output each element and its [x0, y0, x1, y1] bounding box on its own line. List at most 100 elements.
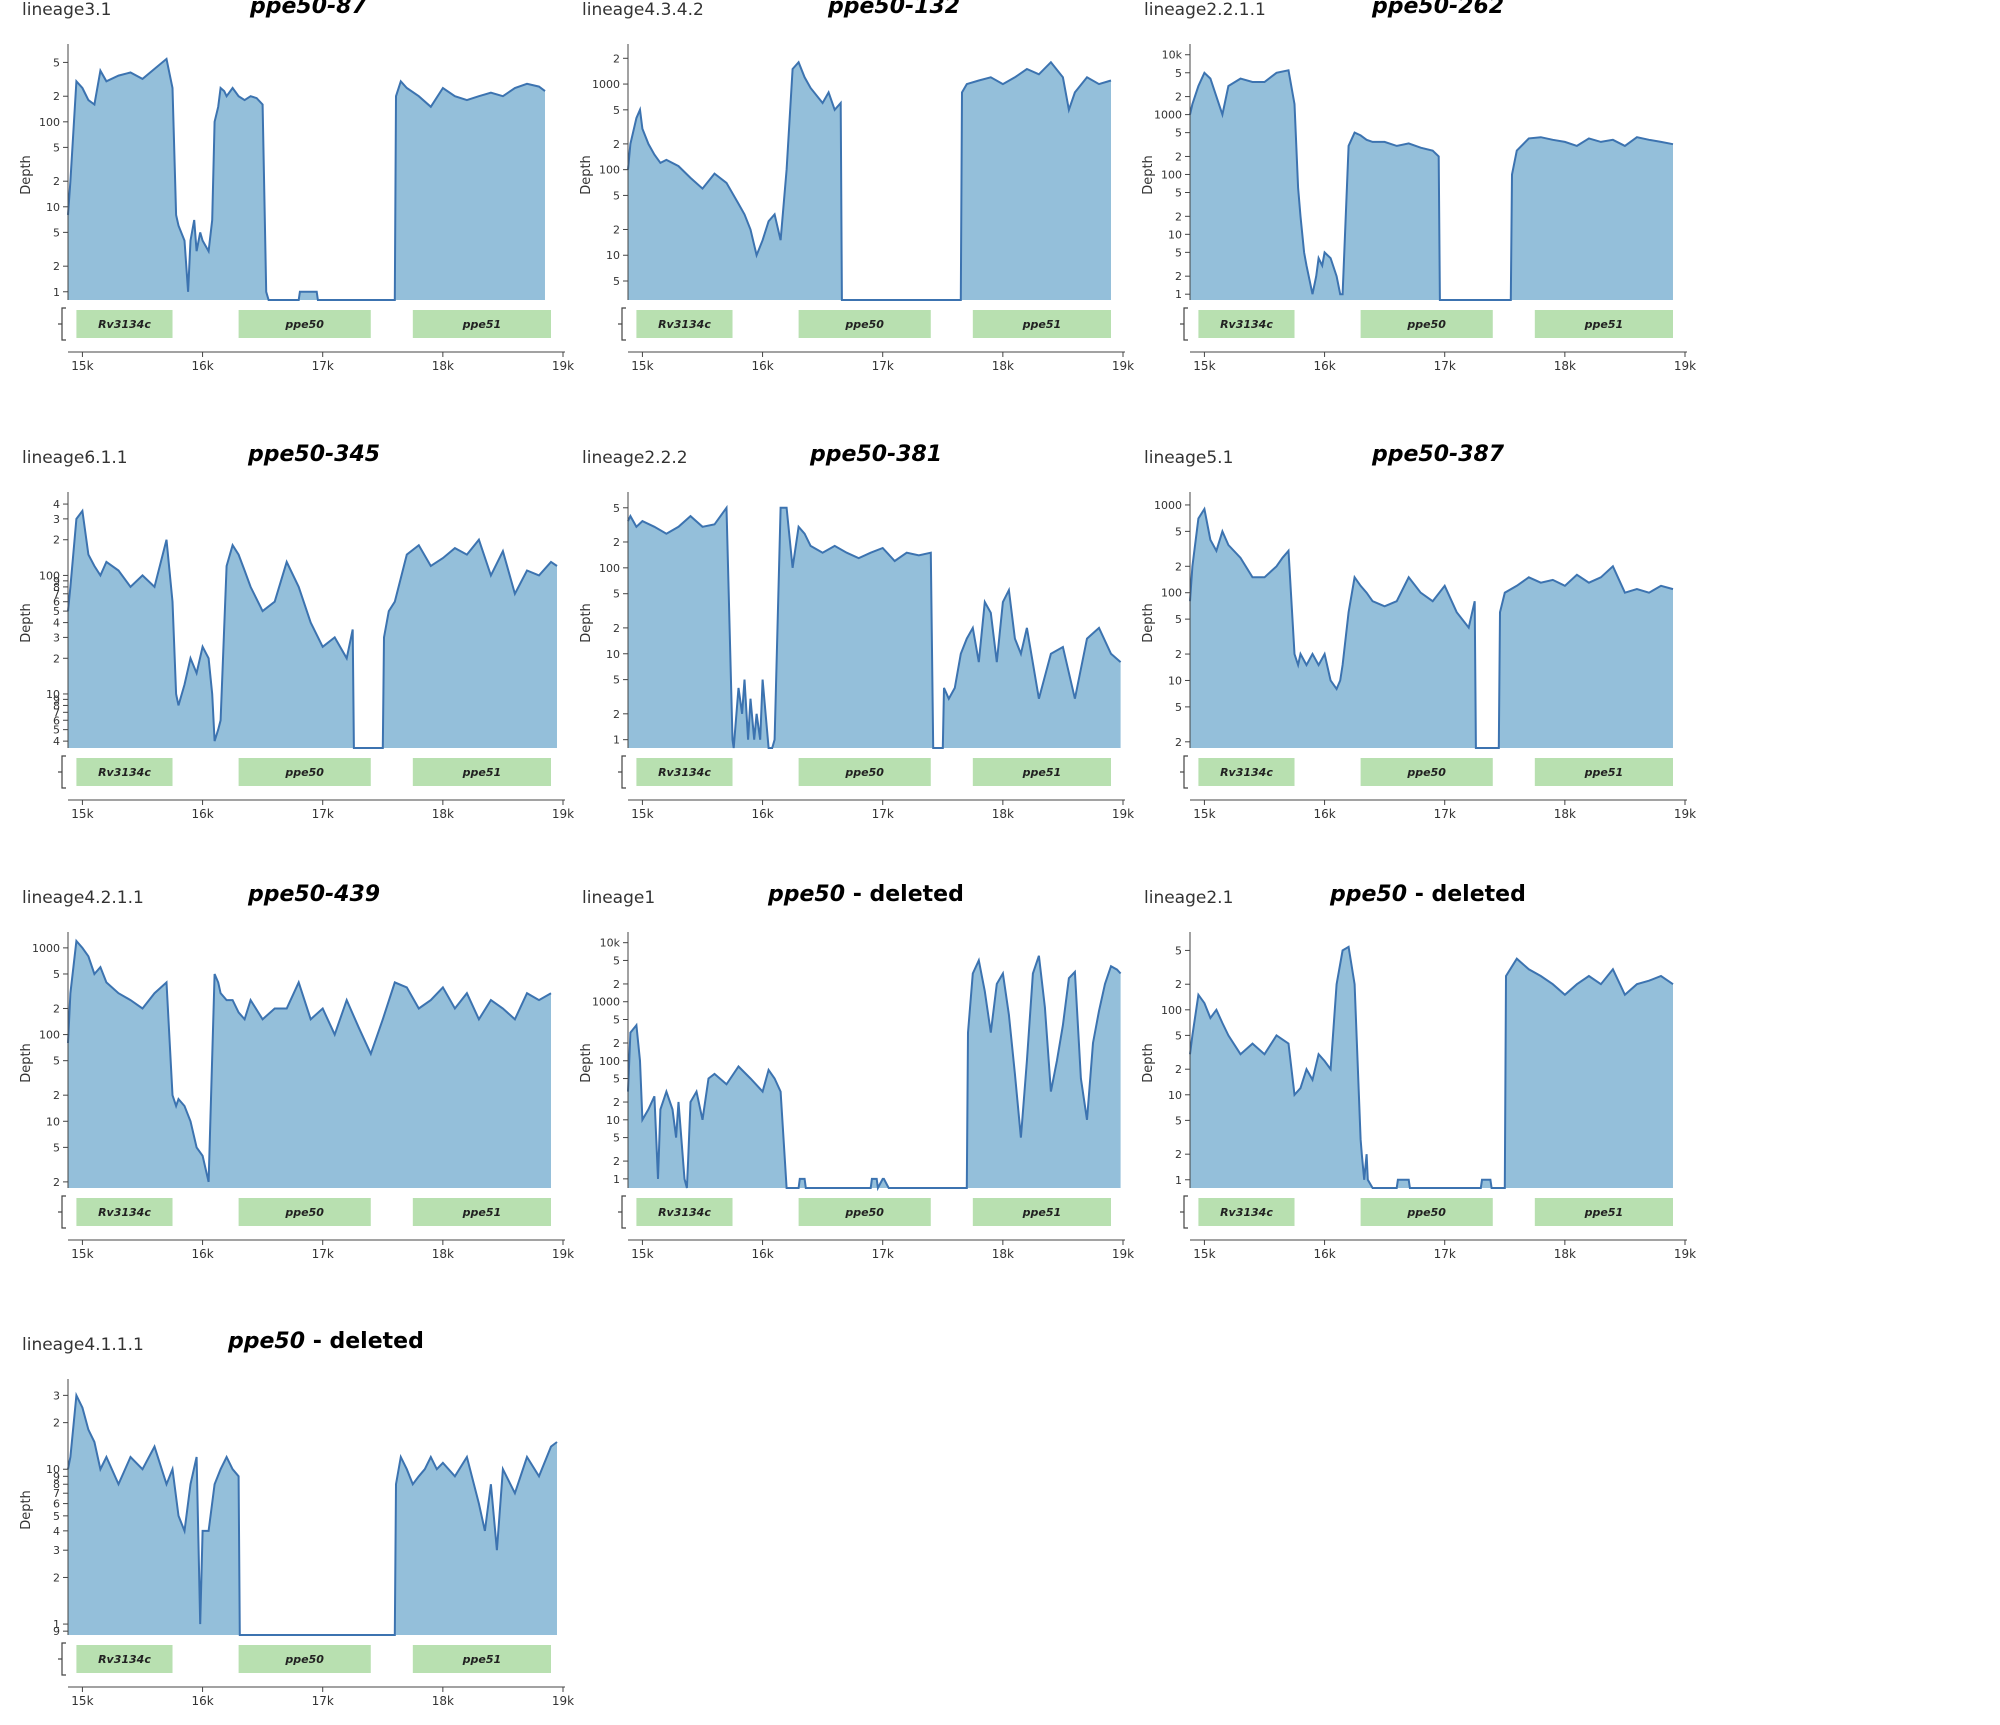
x-tick-label: 19k [1112, 359, 1134, 373]
x-tick-label: 19k [1674, 359, 1696, 373]
y-tick-label: 4 [53, 617, 60, 630]
y-tick-label: 3 [53, 1544, 60, 1557]
y-tick-label: 2 [613, 223, 620, 236]
panel-title-gene: ppe50-132 [828, 0, 961, 19]
y-tick-label: 7 [53, 1487, 60, 1500]
y-axis-label: Depth [19, 1490, 34, 1530]
panel-title: ppe50-87 [250, 0, 367, 19]
gene-label: Rv3134c [98, 1206, 151, 1219]
y-tick-label: 5 [1175, 186, 1182, 199]
gene-label: Rv3134c [98, 318, 151, 331]
y-tick-label: 5 [53, 605, 60, 618]
gene-box-ppe51 [1534, 758, 1673, 786]
panel-title-gene: ppe50 [768, 882, 846, 907]
depth-panel: lineage5.1 ppe50-387 2 5 10 2 5 100 2 5 1000 Depth R… [1140, 442, 1760, 838]
y-tick-label: 100 [1161, 168, 1182, 181]
depth-area [68, 510, 557, 748]
y-tick-label: 5 [1175, 944, 1182, 957]
lineage-label: lineage2.2.1.1 [1144, 0, 1266, 20]
x-tick-label: 18k [432, 807, 454, 821]
depth-line [627, 504, 1122, 749]
y-tick-label: 10 [606, 249, 620, 262]
y-tick-label: 1 [613, 734, 620, 747]
y-tick-label: 2 [53, 1571, 60, 1584]
y-axis-label: Depth [579, 1043, 594, 1083]
depth-line [1189, 945, 1674, 1189]
y-tick-label: 10 [606, 648, 620, 661]
gene-box-ppe51 [412, 310, 551, 338]
gene-track-bracket [621, 755, 626, 789]
y-tick-label: 2 [1175, 150, 1182, 163]
x-tick-label: 16k [751, 359, 773, 373]
x-tick-label: 17k [312, 1694, 334, 1708]
panel-title: ppe50-381 [810, 442, 942, 467]
gene-label: ppe51 [1022, 318, 1062, 331]
depth-area [68, 1395, 557, 1635]
gene-track-bracket [621, 1195, 626, 1229]
y-axis-label: Depth [579, 155, 594, 195]
lineage-label: lineage6.1.1 [22, 448, 128, 468]
depth-chart: 1 2 5 10 2 5 100 2 5 Depth Rv3134c ppe50 ppe51 15k 16k… [19, 44, 574, 373]
gene-track-bracket [61, 755, 66, 789]
y-tick-label: 3 [53, 1389, 60, 1402]
panel-title-gene: ppe50-345 [248, 442, 381, 467]
y-tick-label: 5 [613, 674, 620, 687]
lineage-label: lineage4.1.1.1 [22, 1335, 144, 1355]
y-axis-label: Depth [579, 603, 594, 643]
y-tick-label: 10 [46, 688, 60, 701]
y-tick-label: 2 [613, 622, 620, 635]
y-tick-label: 10k [1162, 49, 1183, 62]
gene-box-ppe50 [1360, 310, 1493, 338]
x-tick-label: 15k [71, 1694, 93, 1708]
panel-title: ppe50-132 [828, 0, 960, 19]
y-tick-label: 9 [53, 1470, 60, 1483]
depth-area [68, 941, 551, 1188]
gene-box-ppe51 [972, 758, 1111, 786]
y-tick-label: 2 [613, 1155, 620, 1168]
x-tick-label: 18k [992, 807, 1014, 821]
y-tick-label: 4 [53, 1525, 60, 1538]
y-tick-label: 10 [46, 1463, 60, 1476]
x-tick-label: 15k [631, 1247, 653, 1261]
gene-box-ppe51 [412, 1645, 551, 1673]
y-tick-label: 10k [600, 937, 621, 950]
gene-label: Rv3134c [658, 766, 711, 779]
gene-box-ppe51 [1534, 1198, 1673, 1226]
y-axis-label: Depth [1141, 155, 1156, 195]
gene-box-ppe50 [238, 1198, 371, 1226]
y-tick-label: 5 [613, 104, 620, 117]
y-tick-label: 2 [1175, 648, 1182, 661]
x-tick-label: 18k [992, 359, 1014, 373]
gene-label: ppe50 [844, 1206, 884, 1219]
panel-title: ppe50-345 [248, 442, 380, 467]
y-tick-label: 4 [53, 735, 60, 748]
gene-label: Rv3134c [658, 318, 711, 331]
y-tick-label: 5 [53, 968, 60, 981]
y-tick-label: 2 [613, 708, 620, 721]
gene-label: ppe51 [1022, 1206, 1062, 1219]
y-tick-label: 2 [53, 260, 60, 273]
lineage-label: lineage1 [582, 888, 656, 908]
gene-label: Rv3134c [98, 766, 151, 779]
gene-label: ppe50 [1406, 766, 1446, 779]
gene-track-bracket [61, 1195, 66, 1229]
depth-panel: lineage2.1 ppe50 - deleted 1 2 5 10 2 5 100 2 5 Dep… [1140, 882, 1760, 1278]
gene-track-bracket [1183, 307, 1188, 341]
gene-label: ppe51 [1022, 766, 1062, 779]
gene-label: ppe50 [284, 1206, 324, 1219]
depth-area [628, 507, 1121, 748]
y-tick-label: 100 [599, 1055, 620, 1068]
x-tick-label: 17k [312, 359, 334, 373]
depth-panel: lineage4.3.4.2 ppe50-132 5 10 2 5 100 2 5 1000 2 De… [578, 0, 1198, 390]
x-tick-label: 18k [1554, 359, 1576, 373]
y-axis-label: Depth [19, 155, 34, 195]
depth-area [1190, 946, 1673, 1188]
y-tick-label: 100 [599, 562, 620, 575]
y-tick-label: 1 [53, 1618, 60, 1631]
gene-label: ppe50 [1406, 318, 1446, 331]
y-tick-label: 1 [1175, 288, 1182, 301]
y-tick-label: 10 [606, 1114, 620, 1127]
x-tick-label: 15k [631, 807, 653, 821]
depth-line [627, 955, 1122, 1192]
y-tick-label: 2 [53, 1417, 60, 1430]
